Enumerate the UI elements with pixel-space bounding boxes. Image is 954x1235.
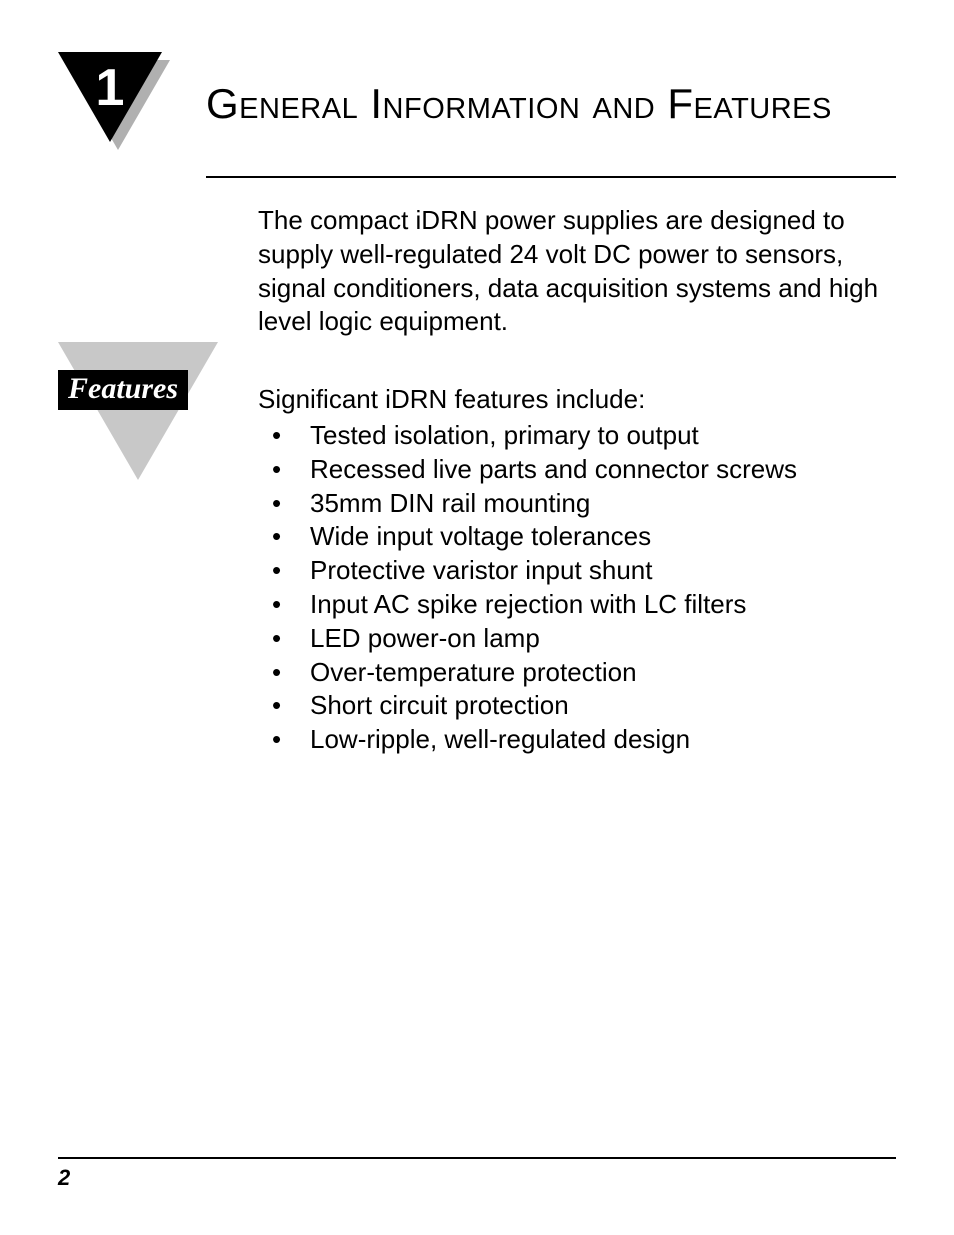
list-item: Wide input voltage tolerances <box>272 520 896 554</box>
chapter-title: General Information and Features <box>206 60 896 128</box>
features-list: Tested isolation, primary to output Rece… <box>258 419 896 757</box>
footer-divider <box>58 1157 896 1159</box>
features-intro: Significant iDRN features include: <box>258 383 896 417</box>
intro-paragraph: The compact iDRN power supplies are desi… <box>258 204 896 339</box>
list-item: Recessed live parts and connector screws <box>272 453 896 487</box>
chapter-header: 1 General Information and Features <box>58 60 896 172</box>
body-content: The compact iDRN power supplies are desi… <box>258 204 896 757</box>
features-label: Features <box>58 370 188 410</box>
page-footer: 2 <box>58 1157 896 1191</box>
list-item: Over-temperature protection <box>272 656 896 690</box>
list-item: Tested isolation, primary to output <box>272 419 896 453</box>
features-triangle-icon <box>58 342 218 480</box>
list-item: Low-ripple, well-regulated design <box>272 723 896 757</box>
page-number: 2 <box>58 1165 896 1191</box>
list-item: Protective varistor input shunt <box>272 554 896 588</box>
chapter-number-badge: 1 <box>58 52 178 172</box>
list-item: LED power-on lamp <box>272 622 896 656</box>
chapter-number: 1 <box>58 58 162 118</box>
list-item: Input AC spike rejection with LC filters <box>272 588 896 622</box>
list-item: Short circuit protection <box>272 689 896 723</box>
list-item: 35mm DIN rail mounting <box>272 487 896 521</box>
title-underline <box>206 176 896 178</box>
